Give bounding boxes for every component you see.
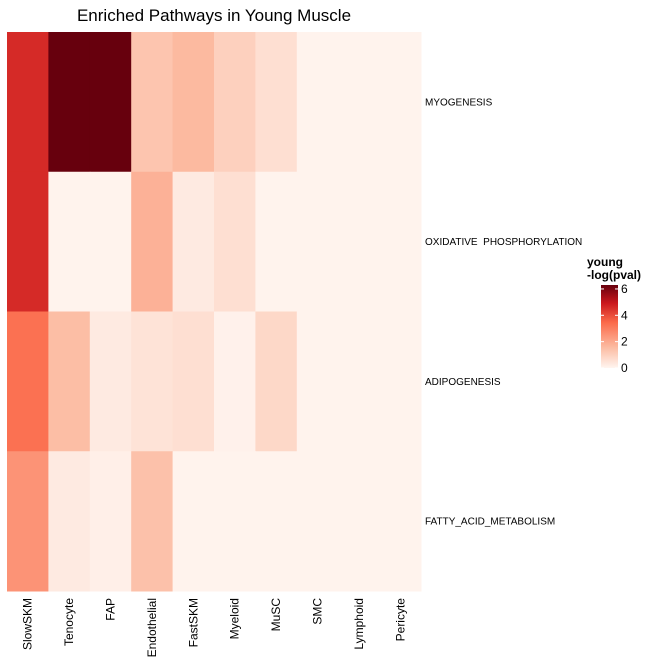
heatmap-cell-myogenesis-myeloid	[214, 32, 256, 173]
heatmap-cell-myogenesis-fastskm	[172, 32, 215, 173]
heatmap-cell-adipogenesis-endothelial	[131, 311, 174, 452]
heatmap-cell-myogenesis-slowskm	[7, 32, 49, 173]
heatmap-cell-oxidative-phosphorylation-lymphoid	[338, 171, 381, 312]
legend-tick-label-6: 6	[621, 282, 628, 296]
row-labels: MYOGENESIS OXIDATIVE PHOSPHORYLATION ADIPO…	[425, 97, 582, 527]
row-label-oxidative-phosphorylation: OXIDATIVE PHOSPHORYLATION	[425, 237, 582, 248]
heatmap-cell-myogenesis-lymphoid	[338, 32, 381, 173]
heatmap-cell-oxidative-phosphorylation-pericyte	[379, 171, 422, 312]
heatmap-cell-fatty-acid-metabolism-fap	[89, 451, 132, 592]
legend-title-line-2: -log(pval)	[587, 268, 641, 282]
heatmap-cell-adipogenesis-fastskm	[172, 311, 215, 452]
heatmap-cell-fatty-acid-metabolism-musc	[255, 451, 298, 592]
heatmap-cell-oxidative-phosphorylation-smc	[296, 171, 339, 312]
heatmap-cell-fatty-acid-metabolism-pericyte	[379, 451, 422, 592]
legend-tick-label-2: 2	[621, 335, 628, 349]
legend-title-line-1: young	[587, 255, 623, 269]
heatmap-cell-oxidative-phosphorylation-fastskm	[172, 171, 215, 312]
row-label-adipogenesis: ADIPOGENESIS	[425, 377, 501, 388]
chart-title: Enriched Pathways in Young Muscle	[77, 6, 351, 25]
heatmap-cell-fatty-acid-metabolism-lymphoid	[338, 451, 381, 592]
row-label-fatty-acid-metabolism: FATTY_ACID_METABOLISM	[425, 517, 555, 528]
heatmap-cells	[7, 32, 422, 592]
heatmap-cell-oxidative-phosphorylation-endothelial	[131, 171, 174, 312]
legend-ticks: 0 2 4 6	[601, 282, 628, 375]
heatmap-cell-fatty-acid-metabolism-slowskm	[7, 451, 49, 592]
heatmap-cell-myogenesis-pericyte	[379, 32, 422, 173]
column-label-smc: SMC	[311, 598, 325, 625]
row-label-myogenesis: MYOGENESIS	[425, 97, 493, 108]
heatmap-cell-adipogenesis-pericyte	[379, 311, 422, 452]
column-label-pericyte: Pericyte	[393, 598, 407, 642]
heatmap-cell-adipogenesis-myeloid	[214, 311, 256, 452]
heatmap-cell-adipogenesis-tenocyte	[48, 311, 91, 452]
heatmap-cell-oxidative-phosphorylation-tenocyte	[48, 171, 91, 312]
legend-color-bar	[601, 285, 618, 368]
heatmap-cell-oxidative-phosphorylation-fap	[89, 171, 132, 312]
color-legend: young -log(pval) 0 2 4 6	[587, 255, 641, 375]
column-label-lymphoid: Lymphoid	[352, 598, 366, 650]
heatmap-cell-adipogenesis-musc	[255, 311, 298, 452]
column-label-musc: MuSC	[269, 598, 283, 632]
heatmap-cell-myogenesis-smc	[296, 32, 339, 173]
column-label-tenocyte: Tenocyte	[62, 598, 76, 646]
heatmap-cell-adipogenesis-lymphoid	[338, 311, 381, 452]
column-label-fastskm: FastSKM	[186, 598, 200, 647]
heatmap-cell-oxidative-phosphorylation-slowskm	[7, 171, 49, 312]
heatmap-cell-myogenesis-fap	[89, 32, 132, 173]
column-label-slowskm: SlowSKM	[21, 598, 35, 650]
heatmap-cell-fatty-acid-metabolism-endothelial	[131, 451, 174, 592]
heatmap-cell-fatty-acid-metabolism-myeloid	[214, 451, 256, 592]
heatmap-cell-oxidative-phosphorylation-musc	[255, 171, 298, 312]
heatmap-cell-adipogenesis-slowskm	[7, 311, 49, 452]
heatmap-cell-myogenesis-tenocyte	[48, 32, 91, 173]
heatmap-cell-fatty-acid-metabolism-smc	[296, 451, 339, 592]
heatmap-cell-oxidative-phosphorylation-myeloid	[214, 171, 256, 312]
legend-tick-label-0: 0	[621, 361, 628, 375]
legend-tick-label-4: 4	[621, 308, 628, 322]
column-label-endothelial: Endothelial	[145, 598, 159, 657]
column-label-myeloid: Myeloid	[228, 598, 242, 639]
heatmap-cell-myogenesis-endothelial	[131, 32, 174, 173]
heatmap-cell-fatty-acid-metabolism-tenocyte	[48, 451, 91, 592]
heatmap-cell-fatty-acid-metabolism-fastskm	[172, 451, 215, 592]
column-label-fap: FAP	[104, 598, 118, 621]
heatmap-cell-myogenesis-musc	[255, 32, 298, 173]
column-labels: SlowSKM Tenocyte FAP Endothelial FastSKM Myel…	[21, 598, 408, 658]
heatmap-cell-adipogenesis-smc	[296, 311, 339, 452]
heatmap-cell-adipogenesis-fap	[89, 311, 132, 452]
